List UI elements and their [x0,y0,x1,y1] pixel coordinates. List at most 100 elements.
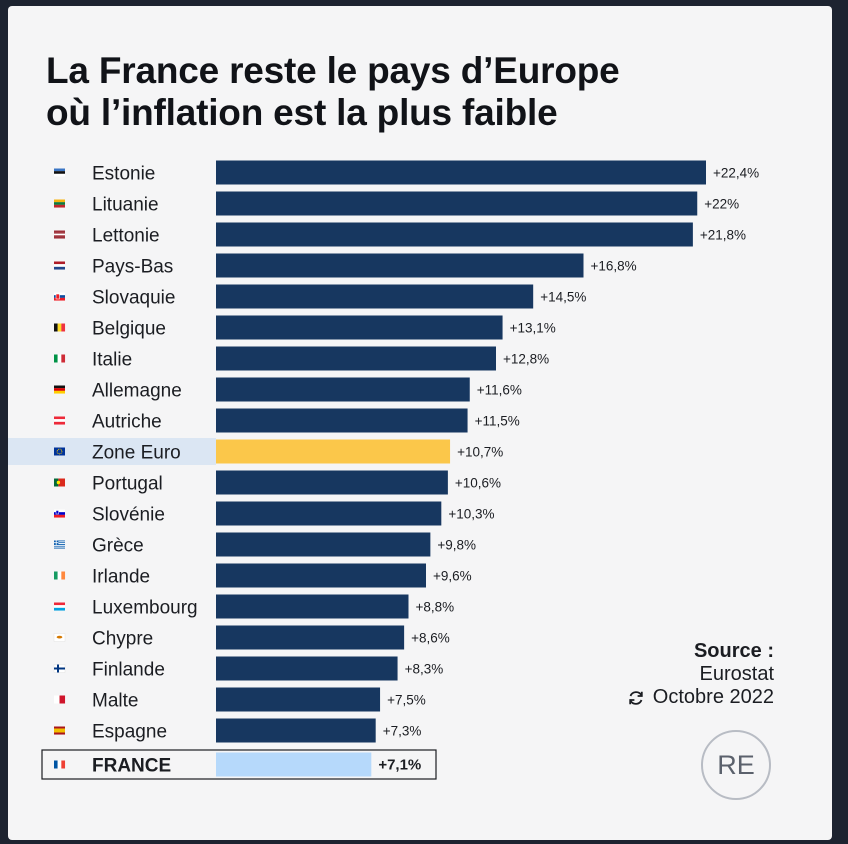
category-label: Belgique [92,319,166,340]
category-label: Lettonie [92,226,160,247]
value-label: +10,6% [455,476,501,491]
bar [216,752,372,777]
value-label: +13,1% [510,321,556,336]
flag-netherlands-icon [54,261,65,270]
bar [216,656,398,681]
logo-text: RE [717,750,755,780]
bar [216,191,698,216]
bar-row-estonie: Estonie +22,4% [54,160,759,185]
value-label: +9,6% [433,569,472,584]
france-frame [41,749,437,780]
bar-row-lettonie: Lettonie +21,8% [54,222,746,247]
flag-latvia-icon [54,230,65,239]
source-name: Eurostat [699,663,774,685]
bar-row-irlande: Irlande +9,6% [54,563,472,588]
bar-row-finlande: Finlande +8,3% [53,656,444,681]
category-label: FRANCE [92,756,171,777]
source-label: Source : [693,640,774,662]
category-label: Estonie [92,164,155,185]
category-label: Chypre [92,629,153,650]
bar-row-luxembourg: Luxembourg +8,8% [54,594,455,619]
bar-chart: Estonie +22,4% Lituanie +22% Lettonie +21,8% P… [8,160,759,780]
category-label: Allemagne [92,381,182,402]
source-date: Octobre 2022 [652,686,774,708]
category-label: Lituanie [92,195,159,216]
bar [216,222,693,247]
bar-row-pays-bas: Pays-Bas +16,8% [54,253,637,278]
flag-malta-icon [54,695,66,704]
category-label: Irlande [92,567,150,588]
flag-germany-icon [54,385,65,394]
bar [216,718,376,743]
category-label: Finlande [92,660,165,681]
flag-luxembourg-icon [54,602,65,611]
flag-belgium-icon [54,323,66,332]
chart-title: La France reste le pays d’Europe où l’in… [46,50,806,134]
category-label: Espagne [92,722,167,743]
category-label: Slovénie [92,505,165,526]
category-label: Malte [92,691,138,712]
value-label: +14,5% [540,290,586,305]
bar [216,253,584,278]
source-block: Source : Eurostat Octobre 2022 [627,640,774,709]
value-label: +10,3% [448,507,494,522]
bar [216,284,534,309]
value-label: +8,3% [405,662,444,677]
value-label: +7,3% [383,724,422,739]
bar [216,315,503,340]
flag-portugal-icon [54,478,65,487]
value-label: +9,8% [437,538,476,553]
category-label: Grèce [92,536,144,557]
category-label: Pays-Bas [92,257,173,278]
flag-ireland-icon [54,571,66,580]
value-label: +22% [704,197,739,212]
flag-slovakia-icon [54,292,65,301]
bar-row-slovaquie: Slovaquie +14,5% [54,284,586,309]
bar [216,501,442,526]
bar [216,439,451,464]
refresh-icon [629,690,643,705]
value-label: +11,6% [477,383,522,398]
bar [216,625,405,650]
highlight-band [8,438,216,465]
bar-row-lituanie: Lituanie +22% [54,191,739,216]
bar-row-slovenie: Slovénie +10,3% [54,501,494,526]
flag-france-icon [54,760,66,769]
bar [216,594,409,619]
infographic-card: La France reste le pays d’Europe où l’in… [8,6,832,840]
flag-eu-icon [54,447,65,456]
flag-lithuania-icon [54,199,65,208]
value-label: +7,5% [387,693,426,708]
value-label: +8,8% [416,600,455,615]
bar [216,687,381,712]
value-label: +10,7% [457,445,503,460]
category-label: Autriche [92,412,162,433]
category-label: Slovaquie [92,288,175,309]
value-label: +22,4% [713,166,759,181]
flag-cyprus-icon [53,633,66,642]
flag-spain-icon [54,726,65,735]
category-label: Portugal [92,474,163,495]
category-label: Italie [92,350,132,371]
value-label: +16,8% [591,259,637,274]
category-label: Luxembourg [92,598,198,619]
bar [216,470,448,495]
flag-austria-icon [54,416,65,425]
bar-row-italie: Italie +12,8% [54,346,549,371]
bar-row-malte: Malte +7,5% [54,687,426,712]
title-line-2: où l’inflation est la plus faible [46,92,558,133]
flag-finland-icon [53,664,66,673]
bar [216,408,468,433]
bar-row-grece: Grèce +9,8% [54,532,476,557]
value-label: +8,6% [411,631,450,646]
category-label: Zone Euro [92,443,181,464]
brand-logo: RE [701,730,771,800]
bar [216,346,496,371]
bar-row-zone-euro: Zone Euro +10,7% [8,438,503,465]
bar [216,532,431,557]
bar-row-espagne: Espagne +7,3% [54,718,422,743]
bar-row-portugal: Portugal +10,6% [54,470,501,495]
title-line-1: La France reste le pays d’Europe [46,50,620,91]
value-label: +11,5% [475,414,520,429]
bar [216,160,706,185]
